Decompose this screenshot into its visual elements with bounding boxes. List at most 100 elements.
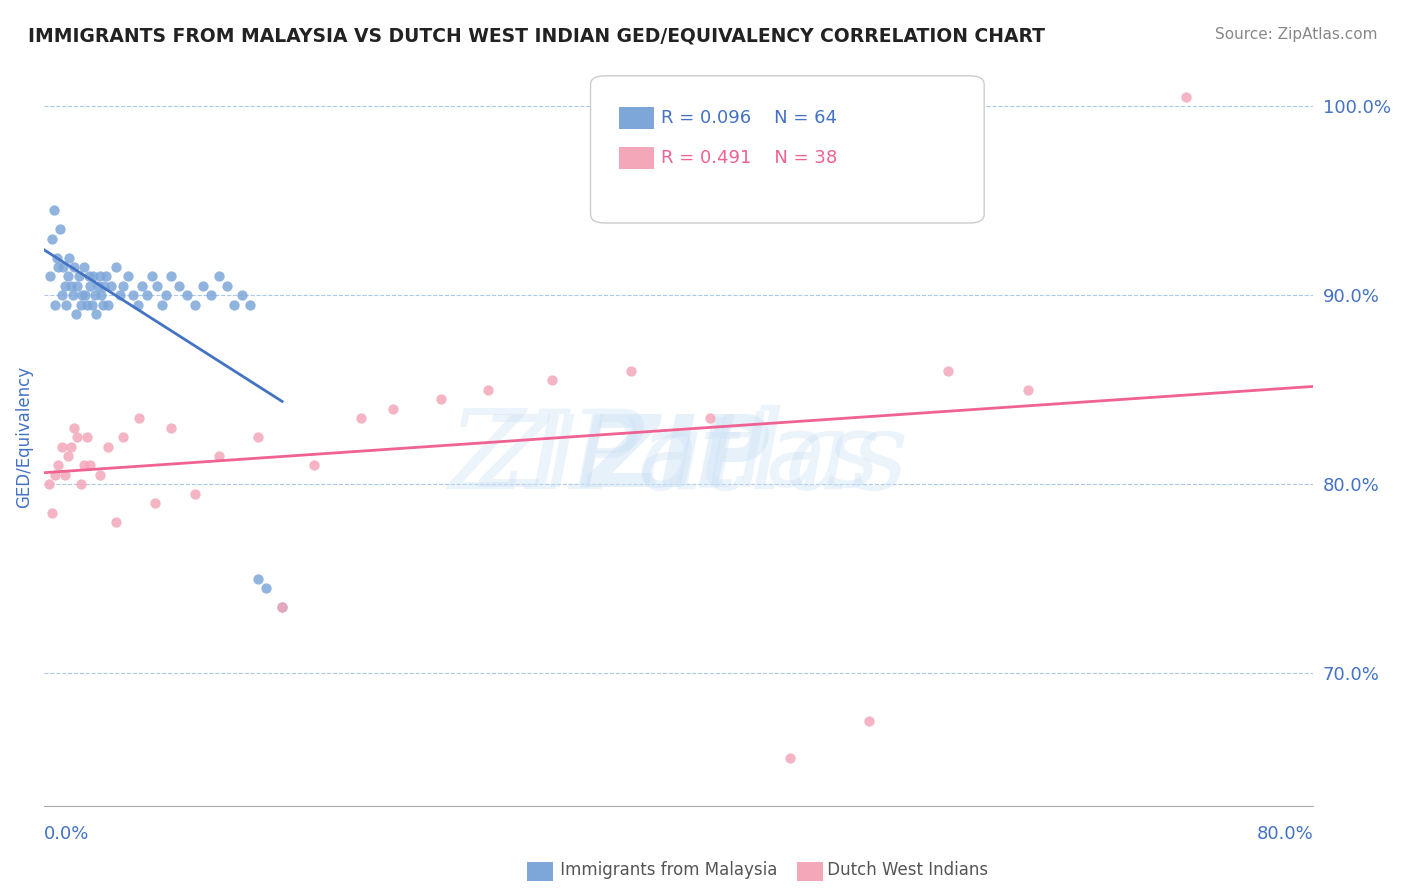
Point [97,298,120,312]
Point [231,288,253,302]
Point [83,288,105,302]
Point [44,467,66,482]
Point [136,288,159,302]
Point [1175,90,1198,104]
Point [117,269,139,284]
Point [69,298,91,312]
Text: Immigrants from Malaysia: Immigrants from Malaysia [534,861,778,879]
Point [160,269,183,284]
Point [429,392,451,407]
Point [215,279,238,293]
Text: ZIPatlas: ZIPatlas [479,410,879,508]
Point [93,279,115,293]
Point [51,288,73,302]
Point [91,298,114,312]
Point [89,467,111,482]
Point [167,279,190,293]
Point [104,515,127,529]
Point [53,467,76,482]
Point [104,260,127,274]
Point [254,582,277,596]
Point [477,383,499,397]
Point [1017,383,1039,397]
Point [63,420,86,434]
Point [143,496,166,510]
Point [62,288,84,302]
Point [131,279,153,293]
Text: 80.0%: 80.0% [1257,824,1313,843]
Point [160,420,183,434]
Text: ZIPatlas: ZIPatlas [449,406,908,513]
Point [200,288,222,302]
Point [239,298,262,312]
Point [207,269,229,284]
Point [41,232,63,246]
Point [77,269,100,284]
Point [271,600,294,615]
Point [69,477,91,491]
Point [55,298,77,312]
Point [176,288,198,302]
Point [94,269,117,284]
Point [87,279,110,293]
Text: R = 0.491    N = 38: R = 0.491 N = 38 [661,149,837,167]
Point [38,477,60,491]
Point [779,751,801,765]
Point [110,288,132,302]
Point [67,269,90,284]
Point [52,260,75,274]
Point [302,458,325,473]
Point [56,269,79,284]
Point [89,269,111,284]
Point [938,364,960,378]
Point [56,449,79,463]
Text: 0.0%: 0.0% [44,824,90,843]
Point [620,364,643,378]
Point [150,298,173,312]
Point [48,260,70,274]
Text: ZIP: ZIP [588,410,770,508]
Point [51,440,73,454]
Text: IMMIGRANTS FROM MALAYSIA VS DUTCH WEST INDIAN GED/EQUIVALENCY CORRELATION CHART: IMMIGRANTS FROM MALAYSIA VS DUTCH WEST I… [28,27,1045,45]
Point [155,288,177,302]
Point [76,430,98,444]
Point [271,600,294,615]
Point [382,401,405,416]
Point [122,288,145,302]
Point [82,269,104,284]
Point [66,279,89,293]
Point [73,260,96,274]
Point [90,288,112,302]
Text: Source: ZipAtlas.com: Source: ZipAtlas.com [1215,27,1378,42]
Point [184,487,207,501]
Point [858,714,880,728]
Point [112,430,135,444]
Point [128,411,150,425]
Point [73,458,96,473]
Point [63,260,86,274]
Point [699,411,721,425]
Point [224,298,246,312]
Text: Dutch West Indians: Dutch West Indians [801,861,988,879]
Point [58,251,80,265]
Point [86,307,108,321]
Point [60,440,83,454]
Point [75,288,97,302]
Point [42,203,65,218]
Point [53,279,76,293]
Point [70,288,93,302]
Point [191,279,214,293]
Point [207,449,229,463]
Text: R = 0.096    N = 64: R = 0.096 N = 64 [661,109,837,127]
Point [80,298,103,312]
Point [65,307,87,321]
Point [66,430,89,444]
Point [48,458,70,473]
Point [41,506,63,520]
Y-axis label: GED/Equivalency: GED/Equivalency [15,366,32,508]
Point [145,279,167,293]
Point [49,222,72,236]
Point [39,269,62,284]
Point [45,251,67,265]
Point [79,279,101,293]
